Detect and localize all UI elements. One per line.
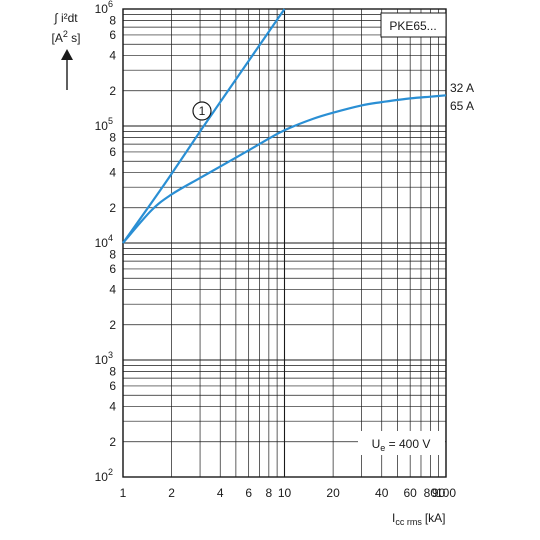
x-tick-label: 1 [120, 486, 127, 500]
y-tick-label-exp: 5 [108, 116, 113, 126]
y-tick-label: 2 [109, 84, 116, 98]
voltage-box: Ue = 400 V [358, 431, 445, 455]
y-tick-label: 8 [109, 247, 116, 261]
y-tick-label: 106 [95, 0, 113, 16]
y-tick-label-base: 10 [95, 470, 109, 484]
y-tick-label: 6 [109, 379, 116, 393]
legend-box-label: PKE65... [389, 19, 436, 33]
y-tick-label: 6 [109, 28, 116, 42]
y-tick-label: 8 [109, 130, 116, 144]
plot-grid [122, 8, 447, 478]
y-tick-label-base: 10 [95, 119, 109, 133]
x-tick-label: 2 [168, 486, 175, 500]
y-tick-label: 4 [109, 49, 116, 63]
legend-box: PKE65... [380, 12, 447, 38]
voltage-label-post: = 400 V [385, 437, 430, 451]
y-tick-label: 6 [109, 262, 116, 276]
y-tick-label-exp: 3 [108, 350, 113, 360]
x-axis-label-unit: [kA] [425, 511, 446, 525]
y-tick-label-base: 10 [95, 236, 109, 250]
series-line-2 [122, 94, 447, 244]
y-tick-label: 4 [109, 166, 116, 180]
series-line-1 [122, 8, 286, 244]
series-label-65a: 65 A [450, 99, 474, 113]
y-axis-label-line1: ∫ i²dt [53, 11, 78, 25]
y-axis-label-pre: [A [51, 31, 62, 45]
curve-marker-text: 1 [199, 104, 206, 118]
x-axis-label-sub: cc rms [395, 517, 422, 527]
x-tick-label: 6 [245, 486, 252, 500]
y-axis-label-sup: 2 [63, 29, 68, 39]
voltage-label-pre: U [372, 437, 381, 451]
x-tick-label: 40 [375, 486, 389, 500]
voltage-label: Ue = 400 V [372, 437, 431, 453]
x-tick-label: 90 [432, 486, 446, 500]
y-tick-label: 2 [109, 435, 116, 449]
y-tick-label-base: 10 [95, 2, 109, 16]
y-tick-label: 102 [95, 467, 113, 484]
y-tick-label: 103 [95, 350, 113, 367]
y-tick-label-base: 10 [95, 353, 109, 367]
x-tick-label: 4 [217, 486, 224, 500]
y-tick-label: 2 [109, 201, 116, 215]
y-axis-label-post: s] [68, 31, 81, 45]
x-tick-label: 8 [266, 486, 273, 500]
y-tick-label: 4 [109, 283, 116, 297]
y-tick-label: 105 [95, 116, 113, 133]
y-axis-arrow [61, 49, 73, 90]
x-tick-label: 80 [424, 486, 438, 500]
x-axis-label: Icc rms [kA] [392, 511, 446, 527]
y-axis-label-line2: [A2 s] [51, 29, 80, 45]
x-tick-label: 20 [326, 486, 340, 500]
y-tick-label-exp: 6 [108, 0, 113, 9]
x-tick-label: 100 [436, 486, 456, 500]
series-lines [122, 8, 447, 244]
y-tick-label: 2 [109, 318, 116, 332]
y-tick-label-exp: 4 [108, 233, 113, 243]
series-label-32a: 32 A [450, 81, 474, 95]
y-tick-label: 8 [109, 13, 116, 27]
y-tick-label: 6 [109, 145, 116, 159]
y-tick-label: 4 [109, 400, 116, 414]
curve-marker: 1 [192, 101, 212, 121]
x-axis-label-main: I [392, 511, 395, 525]
y-tick-label: 104 [95, 233, 113, 250]
voltage-label-sub: e [380, 443, 385, 453]
y-tick-label-exp: 2 [108, 467, 113, 477]
y-tick-label: 8 [109, 364, 116, 378]
x-tick-label: 60 [403, 486, 417, 500]
x-tick-label: 10 [278, 486, 292, 500]
